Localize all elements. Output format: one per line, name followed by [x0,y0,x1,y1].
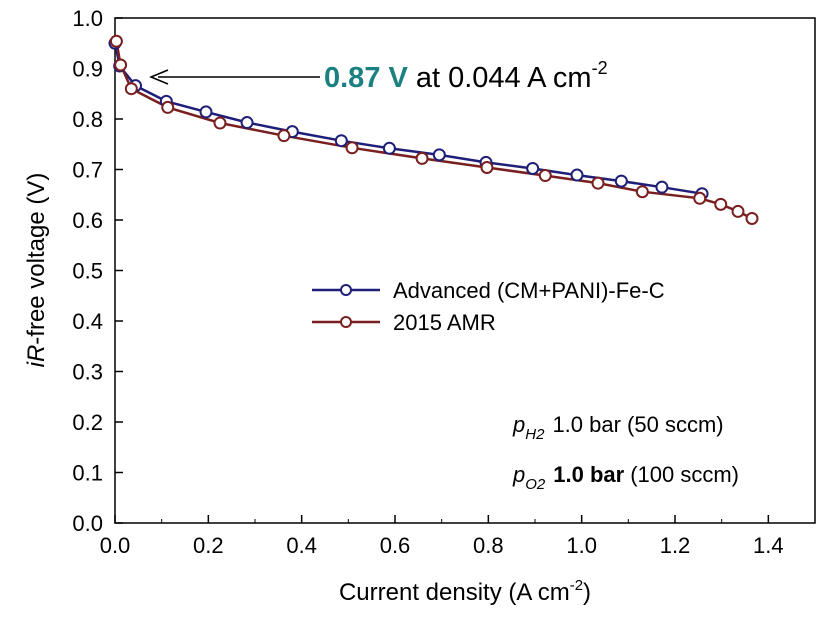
data-point-advanced [240,116,254,130]
y-tick-label: 1.0 [72,6,103,31]
series-layer [108,34,759,225]
annotation-arrow [149,69,320,85]
x-tick-label: 0.4 [286,533,317,558]
x-tick-label: 0.2 [193,533,224,558]
legend-label-advanced: Advanced (CM+PANI)-Fe-C [393,278,665,303]
y-axis-label-italic: iR [23,345,50,368]
annotation-rest: at 0.044 A cm [416,62,592,94]
data-point-advanced [570,168,584,182]
y-tick-label: 0.1 [72,461,103,486]
y-axis-ticks: 0.0 0.1 0.2 0.3 0.4 0.5 0.6 0.7 0.8 0.9 1.0 [72,6,123,536]
data-point-amr [693,191,707,205]
data-point-advanced [526,161,540,175]
legend-marker-amr [340,316,352,328]
y-tick-label: 0.5 [72,259,103,284]
x-tick-label: 0.6 [380,533,411,558]
data-point-amr [109,34,123,48]
data-point-amr [538,169,552,183]
data-point-advanced [334,134,348,148]
data-point-amr [731,204,745,218]
condition-h2-subscript: H2 [525,426,545,443]
series-line-amr [115,40,753,220]
condition-h2: pH2 1.0 bar (50 sccm) [512,412,724,443]
data-point-advanced [199,105,213,119]
annotation-superscript: -2 [592,58,608,78]
x-axis-label: Current density (A cm-2) [339,577,591,606]
condition-o2-symbol: p [512,462,525,487]
data-point-advanced [655,180,669,194]
y-tick-label: 0.6 [72,208,103,233]
x-tick-label: 1.2 [660,533,691,558]
y-tick-label: 0.3 [72,360,103,385]
data-point-amr [277,129,291,143]
x-tick-label: 0.0 [100,533,131,558]
data-point-advanced [614,174,628,188]
data-point-amr [415,151,429,165]
y-tick-label: 0.9 [72,57,103,82]
annotation-value: 0.87 V [324,62,408,94]
condition-h2-text: 1.0 bar (50 sccm) [552,412,723,437]
condition-o2-bold: 1.0 bar [553,462,624,487]
x-axis-label-close: ) [583,579,591,606]
data-point-amr [345,141,359,155]
data-point-amr [635,185,649,199]
condition-o2-text: (100 sccm) [630,462,739,487]
legend-marker-advanced [340,284,352,296]
data-point-advanced [432,148,446,162]
data-point-amr [480,160,494,174]
y-tick-label: 0.0 [72,511,103,536]
x-axis-label-superscript: -2 [570,577,583,594]
condition-h2-symbol: p [512,412,525,437]
condition-o2: pO2 1.0 bar (100 sccm) [512,462,739,493]
y-tick-label: 0.7 [72,158,103,183]
legend: Advanced (CM+PANI)-Fe-C 2015 AMR [312,278,665,335]
data-point-advanced [382,141,396,155]
y-tick-label: 0.2 [72,410,103,435]
legend-label-amr: 2015 AMR [393,310,496,335]
data-point-amr [745,211,759,225]
data-point-amr [114,58,128,72]
x-axis-ticks: 0.0 0.2 0.4 0.6 0.8 1.0 1.2 1.4 [100,515,816,558]
condition-o2-subscript: O2 [525,476,546,493]
y-tick-label: 0.8 [72,107,103,132]
x-tick-label: 0.8 [473,533,504,558]
data-point-amr [591,176,605,190]
y-tick-label: 0.4 [72,309,103,334]
y-axis-label: iR-free voltage (V) [23,173,50,368]
x-tick-label: 1.0 [566,533,597,558]
data-point-amr [124,82,138,96]
data-point-amr [714,197,728,211]
data-point-amr [161,100,175,114]
data-point-amr [213,116,227,130]
x-tick-label: 1.4 [753,533,784,558]
